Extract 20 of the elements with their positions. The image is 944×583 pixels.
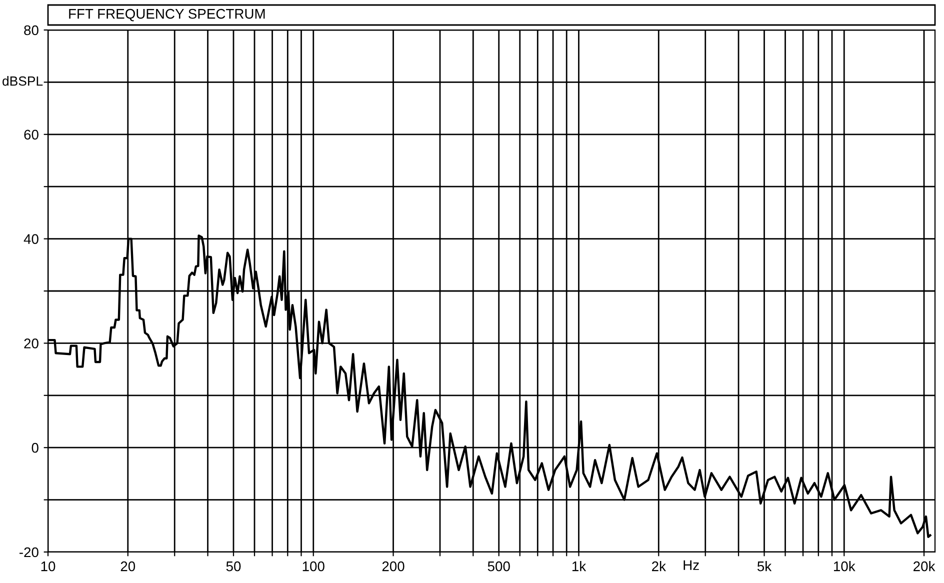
x-tick-label: 10 [41, 561, 56, 572]
x-tick-label: 100 [302, 561, 324, 572]
y-tick-label: 80 [24, 25, 38, 36]
x-tick-label: 2k [652, 561, 666, 572]
y-tick-label: 40 [24, 234, 38, 244]
y-tick-label: 20 [24, 338, 38, 348]
x-tick-label: 20k [914, 561, 936, 572]
x-tick-label: 50 [226, 561, 241, 572]
x-tick-label: 1k [572, 561, 586, 572]
y-axis-title: dBSPL [2, 76, 43, 86]
x-axis-title: Hz [684, 560, 699, 570]
x-tick-label: 5k [757, 561, 772, 572]
y-tick-label: 0 [32, 442, 38, 453]
chart-title: FFT FREQUENCY SPECTRUM [69, 8, 265, 22]
x-tick-label: 200 [382, 561, 404, 572]
y-tick-label: 60 [24, 130, 38, 140]
y-tick-label: -20 [20, 547, 38, 558]
x-tick-label: 10k [834, 561, 856, 572]
x-tick-label: 20 [120, 561, 136, 572]
x-tick-label: 500 [488, 561, 510, 572]
